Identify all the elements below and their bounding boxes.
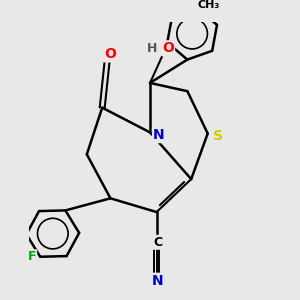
Text: F: F (28, 250, 36, 263)
Text: CH₃: CH₃ (198, 0, 220, 10)
Text: O: O (162, 41, 174, 55)
Text: S: S (213, 129, 223, 143)
Text: C: C (153, 236, 162, 249)
Text: H: H (146, 42, 157, 55)
Text: N: N (153, 128, 165, 142)
Text: O: O (104, 47, 116, 61)
Text: N: N (152, 274, 164, 288)
